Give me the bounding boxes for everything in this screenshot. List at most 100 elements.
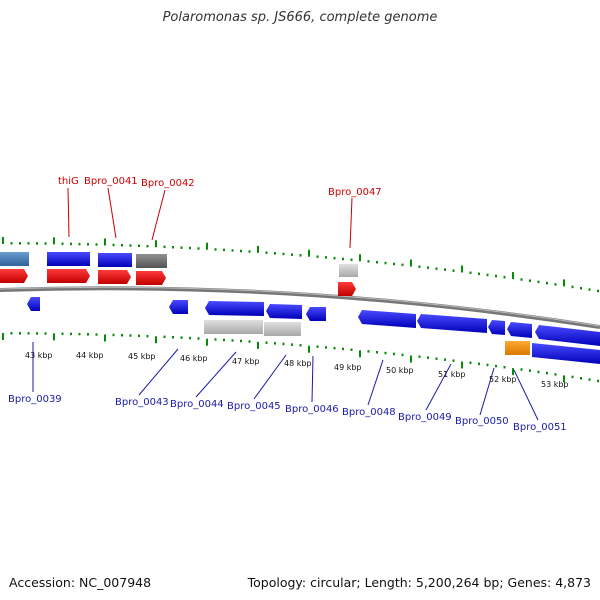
minor-tick (486, 273, 489, 277)
minor-tick (95, 243, 98, 246)
gene-label[interactable]: Bpro_0045 (227, 401, 281, 412)
minor-tick (44, 242, 47, 245)
gene-feature[interactable] (505, 341, 530, 355)
minor-tick (325, 256, 327, 259)
major-tick (53, 237, 55, 245)
accession-text: Accession: NC_007948 (9, 575, 152, 590)
minor-tick (87, 333, 89, 336)
gene-label[interactable]: Bpro_0050 (455, 416, 509, 427)
gene-feature[interactable] (338, 282, 356, 296)
minor-tick (503, 275, 506, 279)
minor-tick (571, 285, 574, 289)
minor-tick (189, 336, 191, 340)
gene-feature[interactable] (339, 264, 358, 277)
gene-label[interactable]: Bpro_0039 (8, 394, 62, 405)
minor-tick (112, 243, 115, 247)
minor-tick (452, 269, 455, 272)
gene-track-forward-inner (0, 269, 356, 296)
minor-tick (495, 364, 497, 368)
minor-tick (333, 346, 336, 350)
minor-tick (248, 340, 251, 343)
minor-tick (554, 283, 557, 286)
minor-tick (121, 333, 123, 337)
kbp-tick-label: 49 kbp (334, 363, 362, 372)
backbone (0, 286, 600, 329)
minor-tick (19, 242, 21, 245)
kbp-tick-label: 50 kbp (386, 366, 414, 375)
gene-feature[interactable] (204, 320, 263, 334)
minor-tick (597, 289, 599, 293)
minor-tick (70, 332, 72, 336)
gene-label[interactable]: Bpro_0046 (285, 404, 339, 415)
gene-label[interactable]: Bpro_0041 (84, 176, 138, 187)
minor-tick (19, 332, 21, 335)
minor-tick (61, 332, 64, 336)
minor-tick (478, 272, 480, 276)
gene-feature[interactable] (417, 314, 487, 333)
gene-label[interactable]: Bpro_0047 (328, 187, 382, 198)
tick-track-top (2, 237, 599, 293)
gene-feature[interactable] (47, 269, 90, 283)
gene-feature[interactable] (27, 297, 40, 311)
minor-tick (129, 244, 132, 247)
minor-tick (274, 252, 276, 255)
minor-tick (554, 373, 557, 376)
minor-tick (537, 370, 540, 374)
minor-tick (27, 332, 30, 335)
minor-tick (214, 248, 217, 251)
minor-tick (325, 346, 327, 349)
minor-tick (223, 248, 225, 252)
minor-tick (87, 243, 89, 246)
gene-feature[interactable] (169, 300, 188, 314)
minor-tick (112, 333, 115, 337)
major-tick (104, 334, 106, 342)
gene-feature[interactable] (98, 253, 132, 267)
minor-tick (384, 351, 387, 355)
minor-tick (248, 250, 251, 253)
gene-feature[interactable] (535, 325, 600, 346)
gene-feature[interactable] (136, 254, 167, 268)
minor-tick (529, 279, 531, 282)
major-tick (2, 237, 4, 245)
minor-tick (291, 253, 293, 256)
gene-label[interactable]: Bpro_0051 (513, 422, 567, 433)
gene-feature[interactable] (264, 322, 301, 336)
major-tick (512, 272, 514, 280)
minor-tick (537, 280, 540, 284)
gene-feature[interactable] (0, 269, 28, 283)
minor-tick (10, 242, 13, 245)
gene-label[interactable]: Bpro_0042 (141, 178, 195, 189)
gene-label[interactable]: Bpro_0044 (170, 399, 224, 410)
minor-tick (316, 255, 319, 258)
kbp-axis-labels: 43 kbp 44 kbp 45 kbp 46 kbp 47 kbp 48 kb… (25, 351, 569, 389)
gene-feature[interactable] (266, 304, 302, 319)
gene-feature[interactable] (47, 252, 90, 266)
gene-feature[interactable] (507, 322, 532, 338)
gene-feature[interactable] (98, 270, 131, 284)
minor-tick (95, 333, 98, 336)
major-tick (410, 259, 412, 267)
gene-feature[interactable] (532, 343, 600, 364)
gene-feature[interactable] (488, 320, 505, 335)
minor-tick (240, 339, 242, 343)
minor-tick (401, 353, 404, 357)
minor-tick (418, 355, 421, 358)
minor-tick (36, 242, 38, 245)
minor-tick (503, 365, 506, 369)
gene-feature[interactable] (306, 307, 326, 321)
gene-label[interactable]: thiG (58, 176, 79, 187)
minor-tick (316, 345, 319, 348)
gene-feature[interactable] (205, 301, 264, 316)
gene-track-reverse-outer (204, 320, 600, 364)
gene-feature[interactable] (0, 252, 29, 266)
minor-tick (223, 338, 225, 342)
major-tick (2, 333, 4, 341)
minor-tick (61, 242, 64, 246)
gene-feature[interactable] (136, 271, 166, 285)
minor-tick (146, 244, 149, 248)
gene-label[interactable]: Bpro_0043 (115, 397, 169, 408)
gene-label[interactable]: Bpro_0048 (342, 407, 396, 418)
bottom-labels: Bpro_0039 Bpro_0043 Bpro_0044 Bpro_0045 … (8, 394, 567, 433)
gene-feature[interactable] (358, 310, 416, 328)
gene-label[interactable]: Bpro_0049 (398, 412, 452, 423)
